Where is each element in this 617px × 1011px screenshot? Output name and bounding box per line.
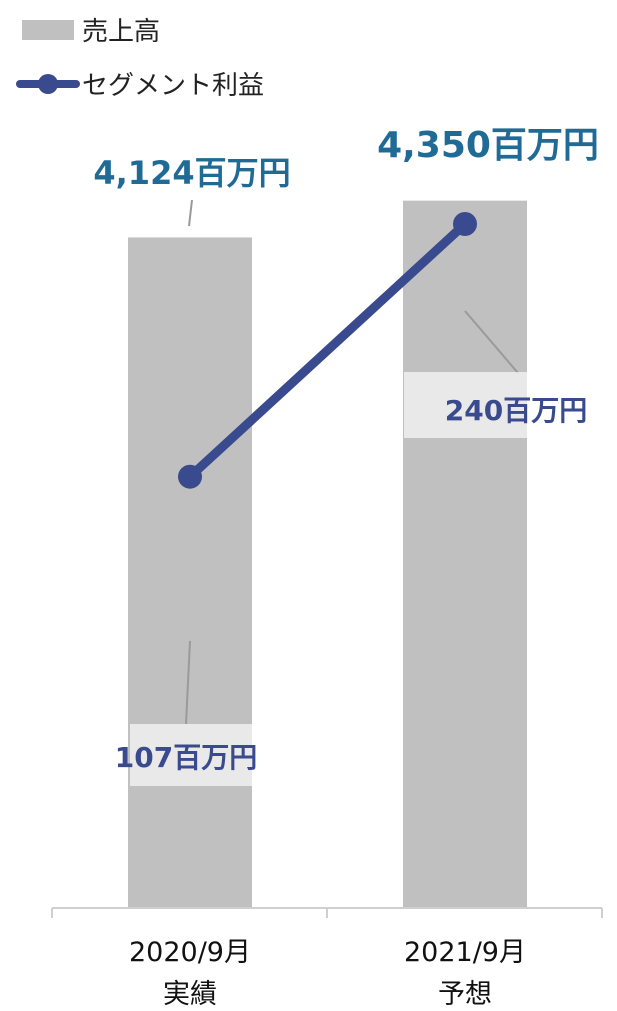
bars-layer — [128, 200, 527, 909]
legend-swatch-marker — [38, 74, 58, 94]
bar — [128, 237, 252, 908]
line-value-label: 240百万円 — [445, 394, 587, 427]
line-series-path — [185, 219, 470, 482]
line-point — [178, 464, 202, 489]
legend-swatch-bar — [22, 20, 74, 40]
legend-label-bar: 売上高 — [82, 17, 160, 47]
line-label-leader-line — [464, 310, 519, 374]
legend-label-line: セグメント利益 — [82, 71, 264, 101]
bar — [403, 200, 527, 909]
leader-lines-layer — [130, 199, 528, 786]
x-tick-label: 実績 — [163, 979, 217, 1010]
x-tick-label: 2021/9月 — [404, 937, 526, 968]
line-label-box — [130, 724, 254, 786]
line-label-leader-line — [185, 640, 191, 725]
bar-label-leader-line — [188, 199, 193, 227]
x-tick-label: 予想 — [438, 979, 492, 1010]
bar-value-label: 4,350百万円 — [377, 125, 599, 166]
line-point — [453, 212, 477, 236]
line-label-box — [404, 372, 528, 438]
data-labels-layer: 4,124百万円 4,350百万円 107百万円 240百万円 — [93, 125, 599, 774]
x-axis: 2020/9月 実績 2021/9月 予想 — [51, 907, 603, 1010]
line-value-label: 107百万円 — [115, 741, 257, 774]
line-series-layer — [178, 212, 477, 489]
bar-value-label: 4,124百万円 — [93, 154, 290, 192]
legend: 売上高 セグメント利益 — [16, 17, 264, 101]
x-tick-label: 2020/9月 — [129, 937, 251, 968]
